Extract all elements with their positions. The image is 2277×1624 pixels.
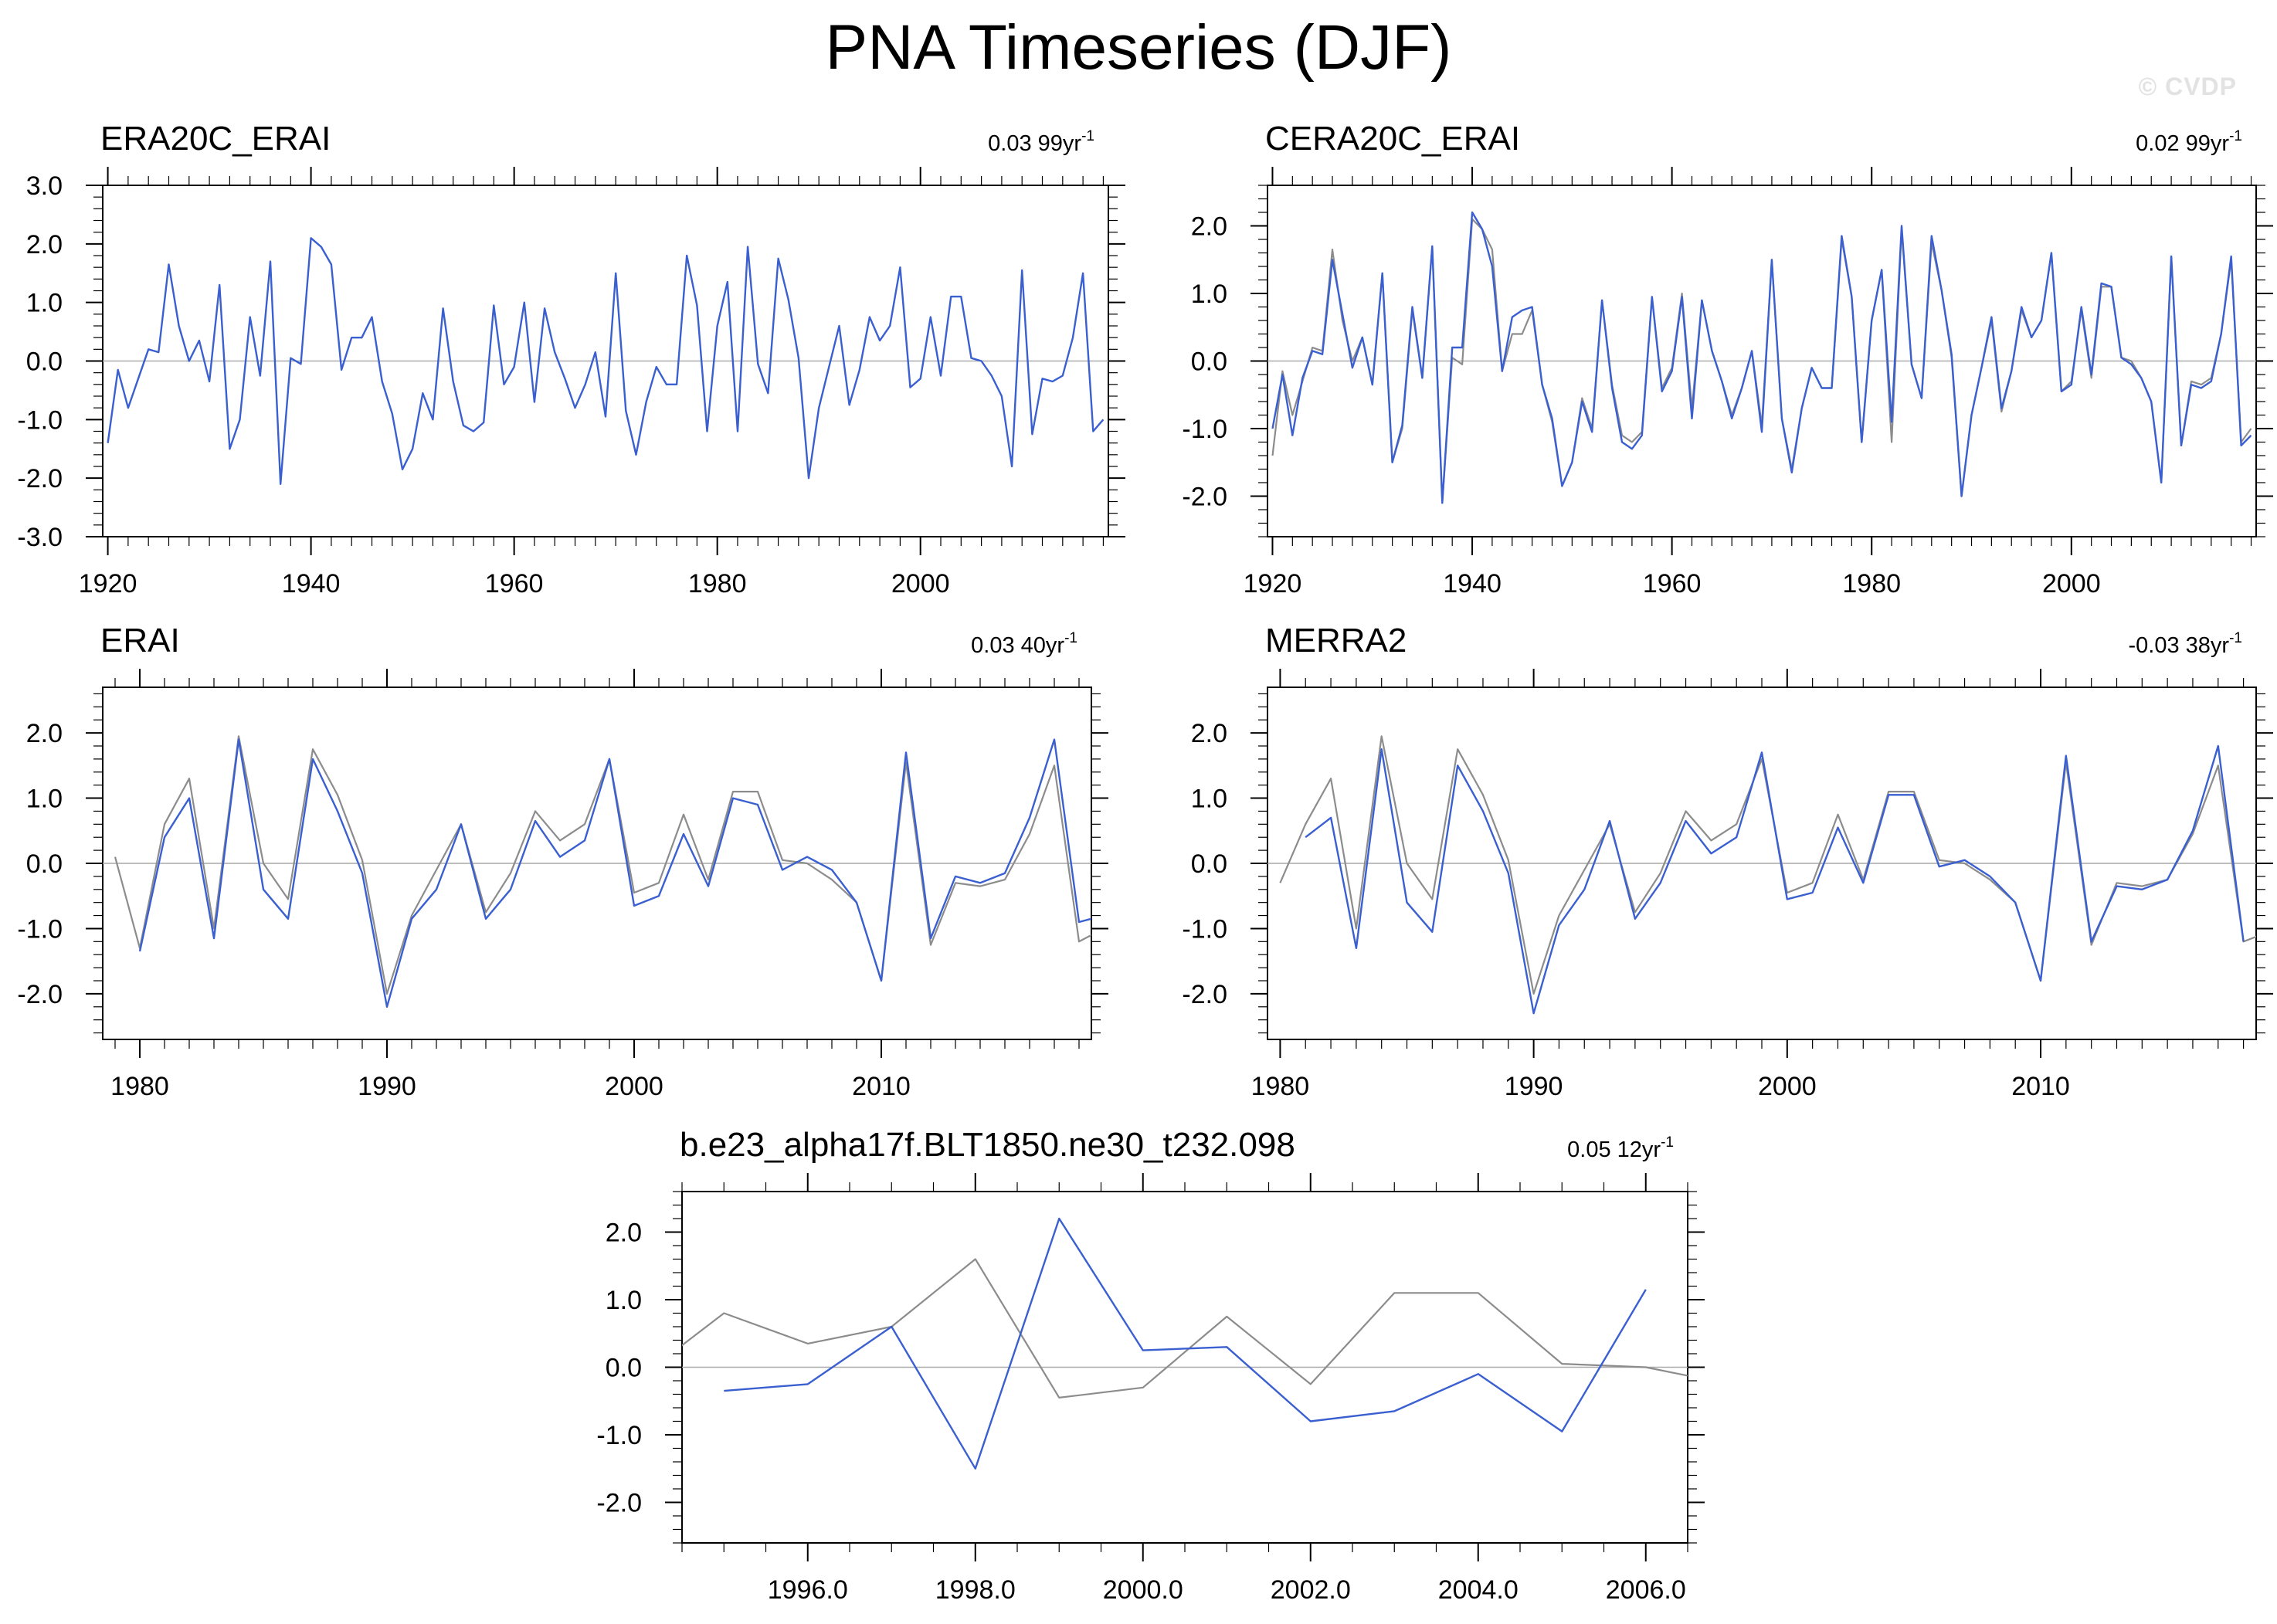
panel-title: ERAI — [100, 622, 180, 659]
y-tick-label: 2.0 — [606, 1219, 642, 1248]
y-tick-label: 0.0 — [1191, 348, 1227, 377]
y-tick-label: 2.0 — [26, 719, 63, 748]
trend-superscript: -1 — [2229, 630, 2242, 646]
plot-panel-4: -2.0 -1.0 0.0 1.0 2.0 1980 1990 2000 2010 MERRA2 -… — [1182, 622, 2273, 1101]
y-tick-label: 1.0 — [1191, 785, 1227, 814]
x-tick-label: 2000.0 — [1103, 1575, 1183, 1605]
x-tick-label: 2004.0 — [1438, 1575, 1519, 1605]
y-tick-label: 2.0 — [26, 230, 63, 259]
plot-panel-5: -2.0 -1.0 0.0 1.0 2.0 1996.0 1998.0 2000.0 2002.… — [596, 1126, 1705, 1605]
panel-trend: 0.02 99yr-1 — [2136, 128, 2242, 156]
panel-title: ERA20C_ERAI — [100, 120, 331, 158]
y-tick-label: -2.0 — [1182, 980, 1227, 1009]
x-tick-label: 1980 — [110, 1072, 169, 1101]
x-tick-label: 1980 — [688, 569, 747, 598]
x-tick-label: 1940 — [282, 569, 341, 598]
panel-trend: -0.03 38yr-1 — [2129, 630, 2242, 658]
plot-panel-1: -3.0 -2.0 -1.0 0.0 1.0 2.0 3.0 1920 1940 1960 1980… — [17, 120, 1125, 598]
y-tick-label: 2.0 — [1191, 719, 1227, 748]
panel-title: MERRA2 — [1265, 622, 1407, 659]
x-tick-label: 2002.0 — [1271, 1575, 1351, 1605]
series-line-model — [724, 1217, 1647, 1470]
y-tick-label: 1.0 — [1191, 280, 1227, 309]
series-line-erai — [138, 738, 1091, 1009]
y-tick-label: -1.0 — [1182, 415, 1227, 444]
x-tick-label: 2000 — [1758, 1072, 1817, 1101]
x-tick-label: 2000 — [891, 569, 950, 598]
panel-trend: 0.05 12yr-1 — [1567, 1134, 1674, 1162]
trend-superscript: -1 — [1081, 128, 1094, 144]
y-tick-label: -1.0 — [17, 405, 63, 435]
x-tick-label: 1920 — [79, 569, 137, 598]
y-tick-label: 0.0 — [606, 1354, 642, 1383]
y-tick-label: -2.0 — [17, 980, 63, 1009]
y-tick-label: 3.0 — [26, 171, 63, 201]
y-tick-label: 0.0 — [26, 348, 63, 377]
x-tick-label: 1960 — [485, 569, 544, 598]
y-tick-label: 1.0 — [26, 785, 63, 814]
x-tick-label: 2010 — [2011, 1072, 2070, 1101]
y-tick-label: 2.0 — [1191, 212, 1227, 242]
y-tick-label: 1.0 — [26, 289, 63, 318]
trend-value: 0.02 99yr — [2136, 131, 2229, 156]
y-tick-label: 0.0 — [26, 849, 63, 879]
y-tick-label: -2.0 — [17, 464, 63, 493]
plot-panel-3: -2.0 -1.0 0.0 1.0 2.0 1980 1990 2000 2010 ERAI 0.0… — [17, 622, 1108, 1101]
trend-superscript: -1 — [2229, 128, 2242, 144]
x-tick-label: 2010 — [852, 1072, 911, 1101]
y-tick-label: -1.0 — [17, 914, 63, 944]
plot-panel-2: -2.0 -1.0 0.0 1.0 2.0 1920 1940 1960 1980 2000 CER… — [1182, 120, 2273, 598]
x-tick-label: 1980 — [1842, 569, 1901, 598]
series-line-reference — [114, 735, 1091, 995]
series-line-era20c-erai — [107, 237, 1105, 485]
panel-title: CERA20C_ERAI — [1265, 120, 1520, 158]
cvdp-watermark: © CVDP — [2138, 73, 2237, 100]
x-tick-label: 1990 — [1505, 1072, 1563, 1101]
figure-title: PNA Timeseries (DJF) — [825, 12, 1452, 83]
x-tick-label: 1998.0 — [935, 1575, 1016, 1605]
panel-title: b.e23_alpha17f.BLT1850.ne30_t232.098 — [680, 1126, 1295, 1164]
trend-superscript: -1 — [1661, 1134, 1674, 1151]
x-tick-label: 1960 — [1643, 569, 1702, 598]
y-tick-label: 1.0 — [606, 1286, 642, 1315]
trend-value: -0.03 38yr — [2129, 633, 2230, 658]
series-line-reference — [682, 1258, 1688, 1399]
trend-value: 0.03 99yr — [988, 131, 1081, 156]
trend-value: 0.03 40yr — [971, 633, 1064, 658]
y-tick-label: -1.0 — [596, 1421, 642, 1450]
trend-superscript: -1 — [1064, 630, 1077, 646]
x-tick-label: 1980 — [1251, 1072, 1310, 1101]
panel-trend: 0.03 40yr-1 — [971, 630, 1077, 658]
x-tick-label: 1940 — [1443, 569, 1502, 598]
y-tick-label: -2.0 — [1182, 483, 1227, 512]
y-tick-label: -1.0 — [1182, 914, 1227, 944]
x-tick-label: 2006.0 — [1606, 1575, 1686, 1605]
series-line-merra2 — [1305, 744, 2245, 1015]
series-line-cera20c-erai — [1271, 211, 2252, 504]
y-tick-label: -2.0 — [596, 1489, 642, 1518]
panel-trend: 0.03 99yr-1 — [988, 128, 1094, 156]
y-tick-label: -3.0 — [17, 523, 63, 552]
x-tick-label: 2000 — [605, 1072, 663, 1101]
x-tick-label: 1920 — [1244, 569, 1302, 598]
trend-value: 0.05 12yr — [1567, 1137, 1661, 1162]
x-tick-label: 2000 — [2042, 569, 2101, 598]
y-tick-label: 0.0 — [1191, 849, 1227, 879]
x-tick-label: 1990 — [358, 1072, 416, 1101]
x-tick-label: 1996.0 — [768, 1575, 848, 1605]
series-line-reference — [1279, 735, 2256, 995]
